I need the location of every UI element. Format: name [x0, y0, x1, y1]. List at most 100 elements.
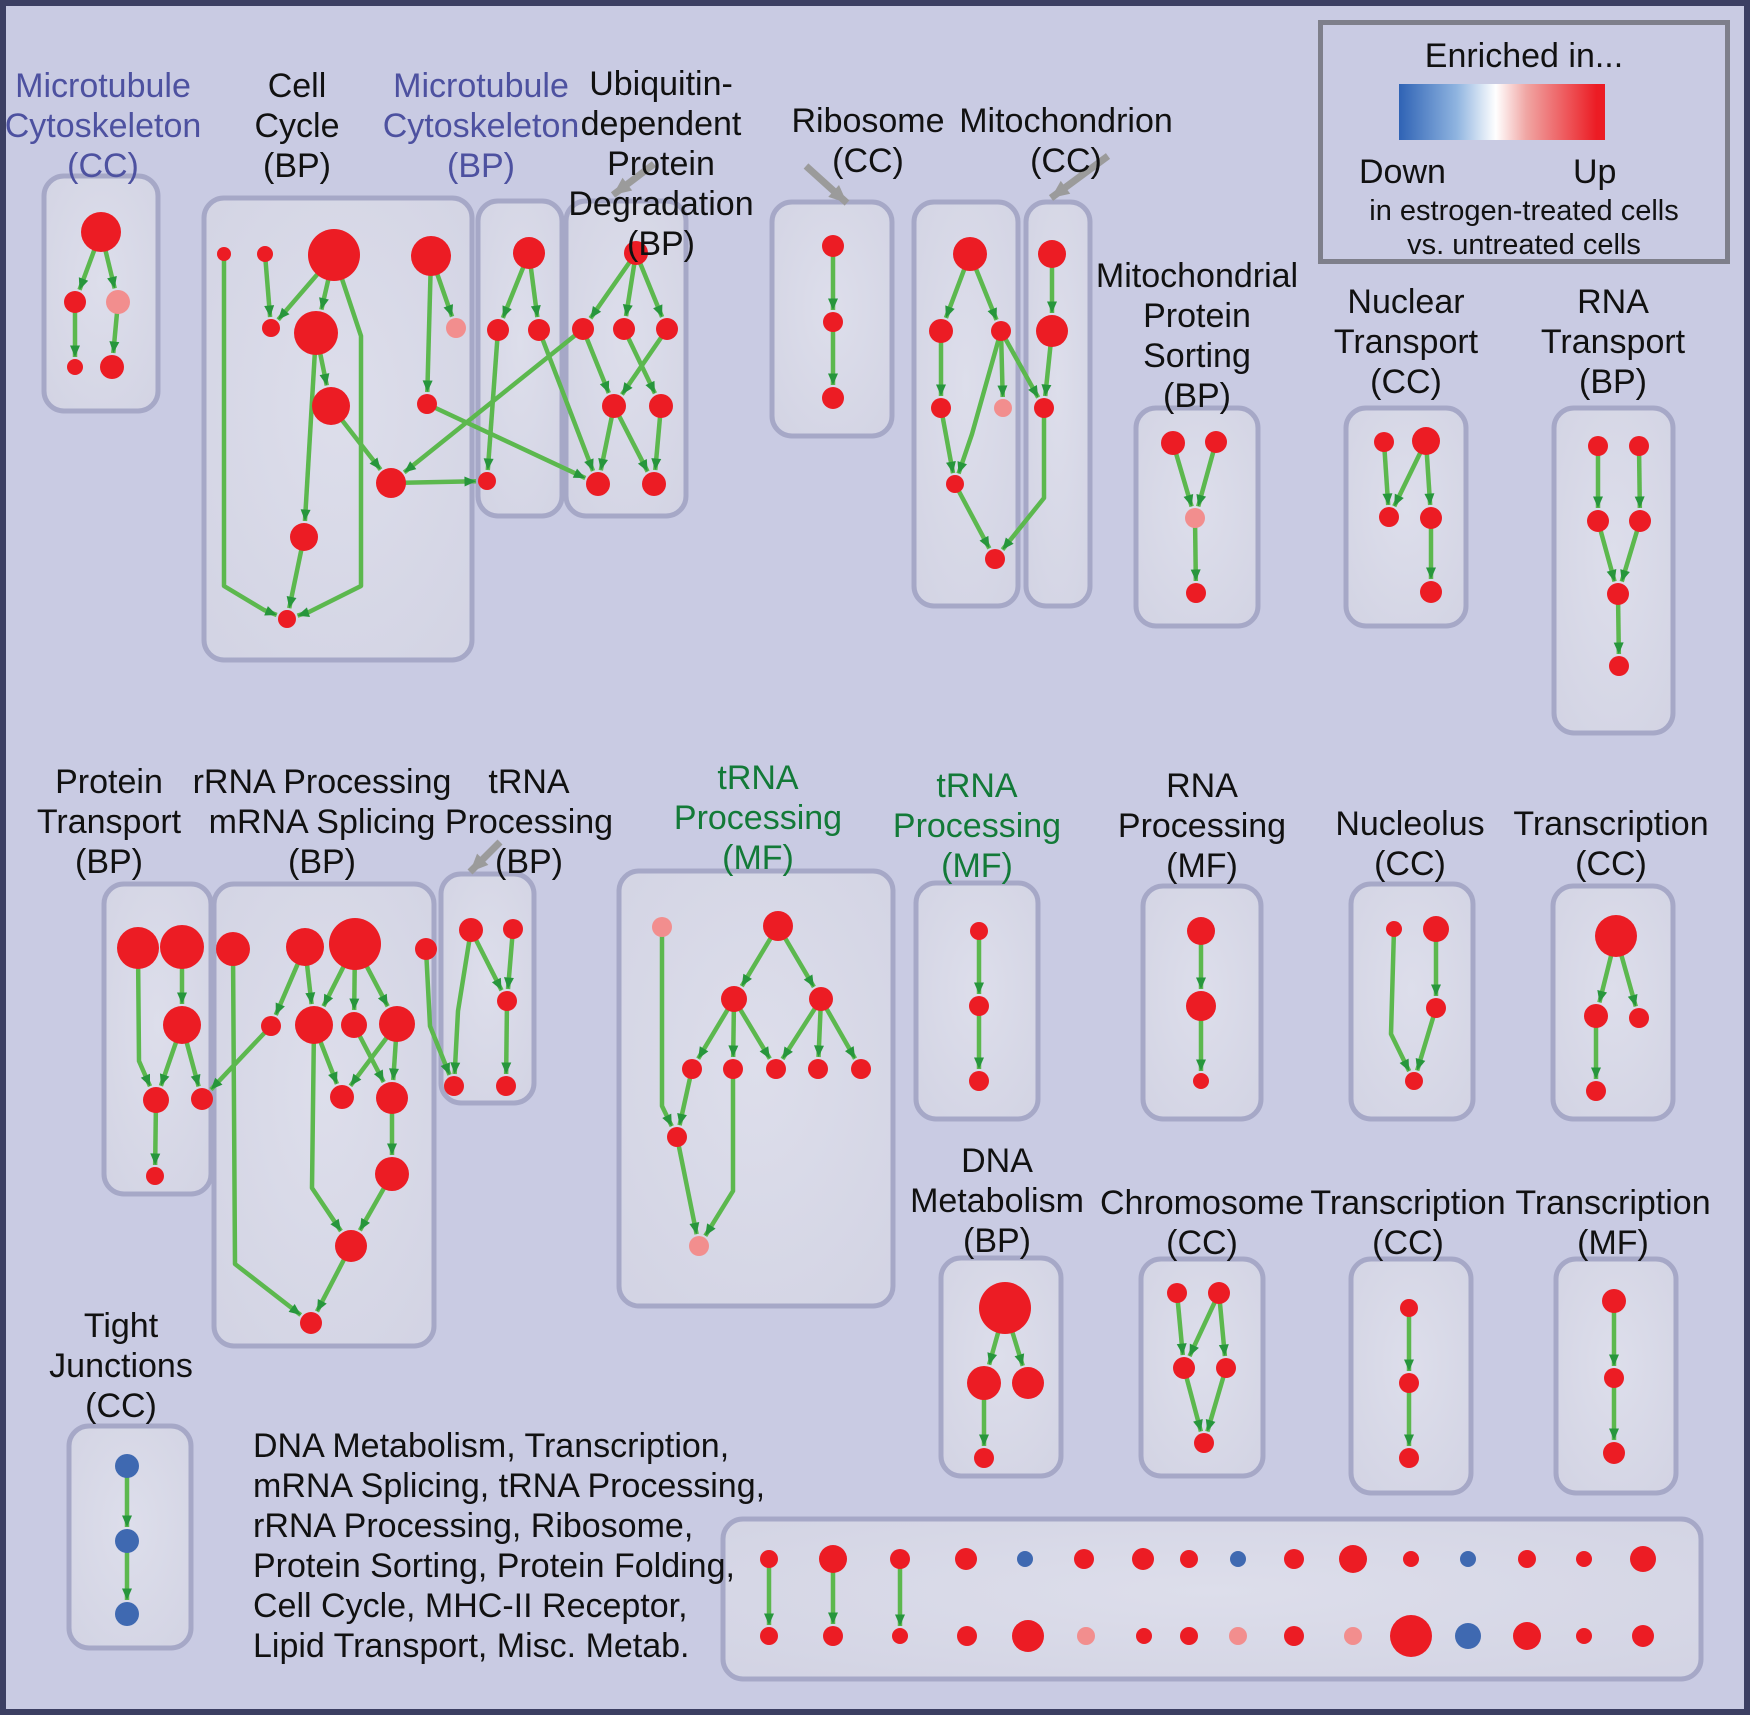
edge-arrow-cell-cycle: [422, 255, 434, 393]
node-red: [487, 319, 509, 341]
node-red: [1602, 1289, 1626, 1313]
node-red: [1629, 510, 1651, 532]
node-red: [1012, 1367, 1044, 1399]
edge-arrow-cross: [423, 948, 452, 1076]
node-red: [379, 1006, 415, 1042]
node-red: [300, 1312, 322, 1334]
node-red: [415, 938, 437, 960]
node-red: [586, 472, 610, 496]
node-red: [1403, 1551, 1419, 1567]
node-red: [656, 318, 678, 340]
node-red: [1513, 1622, 1541, 1650]
node-red: [823, 1626, 843, 1646]
edge-arrow-cross: [426, 401, 587, 481]
edge-arrow-cell-cycle: [296, 254, 364, 618]
node-red: [1161, 431, 1185, 455]
note-line: Cell Cycle, MHC-II Receptor,: [253, 1587, 688, 1625]
node-red: [1186, 991, 1216, 1021]
edge-arrow-cross: [999, 329, 1041, 399]
edge-arrow-ubiquitin-bp-a: [580, 328, 611, 394]
node-red: [1518, 1550, 1536, 1568]
node-red: [478, 472, 496, 490]
node-red: [613, 318, 635, 340]
edge-arrow-rrna-mrna: [309, 1024, 343, 1233]
node-red: [1216, 1358, 1236, 1378]
node-red: [417, 394, 437, 414]
node-red: [286, 928, 324, 966]
node-pink: [652, 917, 672, 937]
legend-title: Enriched in...: [1424, 37, 1624, 75]
edge-arrow-nucleolus: [1388, 928, 1412, 1073]
edge-arrow-trna-mf-big: [674, 1136, 700, 1235]
note-line: Lipid Transport, Misc. Metab.: [253, 1627, 690, 1665]
edge-arrow-cross: [1000, 408, 1047, 552]
edge-arrow-nuclear-transport: [1381, 441, 1393, 506]
edge-arrow-mito-sorting: [1190, 517, 1201, 582]
group-box-mitochondrion-cc: [1023, 199, 1093, 609]
node-red: [1576, 1628, 1592, 1644]
edge-arrow-protein-transport: [135, 947, 153, 1088]
edge-arrow-trna-bp: [503, 928, 516, 990]
node-red: [1632, 1625, 1654, 1647]
node-red: [970, 922, 988, 940]
edge-arrow-chromosome: [1187, 1292, 1222, 1358]
node-red: [497, 991, 517, 1011]
node-red: [67, 359, 83, 375]
node-red: [1136, 1628, 1152, 1644]
group-box-microtubule-cc: [41, 173, 161, 414]
node-red: [1038, 240, 1066, 268]
node-red: [1205, 431, 1227, 453]
edge-arrow-cell-cycle: [262, 253, 275, 318]
node-red: [721, 986, 747, 1012]
edge-arrow-trna-bp: [450, 929, 474, 1075]
node-red: [1399, 1373, 1419, 1393]
node-red: [1629, 436, 1649, 456]
node-red: [1603, 1442, 1625, 1464]
node-red: [1607, 583, 1629, 605]
callout-arrow: [467, 839, 503, 875]
node-red: [1186, 583, 1206, 603]
edge-arrow-ubiquitin-bp-a: [611, 404, 650, 473]
node-red: [1036, 315, 1068, 347]
node-red: [1339, 1545, 1367, 1573]
edge-arrow-ubiquitin-bp-a: [620, 327, 669, 396]
node-red: [375, 1157, 409, 1191]
node-red: [723, 1059, 743, 1079]
node-blue: [115, 1602, 139, 1626]
node-red: [257, 246, 273, 262]
node-pink: [1344, 1627, 1362, 1645]
node-red: [1390, 1615, 1432, 1657]
node-red: [1374, 432, 1394, 452]
note-line: Protein Sorting, Protein Folding,: [253, 1547, 735, 1585]
edge-arrow-chromosome: [1174, 1292, 1187, 1356]
node-red: [1208, 1282, 1230, 1304]
edge-arrow-ribosome-cc: [938, 407, 956, 474]
group-box-dna-metabolism: [938, 1255, 1064, 1479]
node-red: [411, 236, 451, 276]
edge-arrow-nucleolus: [1415, 1007, 1439, 1072]
node-pink: [689, 1236, 709, 1256]
node-red: [1194, 1433, 1214, 1453]
node-red: [341, 1012, 367, 1038]
node-red: [953, 237, 987, 271]
node-red: [763, 911, 793, 941]
node-red: [216, 932, 250, 966]
node-red: [1420, 581, 1442, 603]
node-red: [1586, 1081, 1606, 1101]
node-red: [146, 1167, 164, 1185]
node-red: [191, 1088, 213, 1110]
group-box-transcription-cc-mid: [1550, 883, 1676, 1122]
callout-arrow: [1048, 153, 1111, 201]
legend-box: Enriched in... Down Up in estrogen-treat…: [1318, 20, 1730, 264]
node-red: [955, 1548, 977, 1570]
node-red: [376, 1082, 408, 1114]
note-line: mRNA Splicing, tRNA Processing,: [253, 1467, 766, 1505]
node-red: [624, 241, 648, 265]
node-red: [1173, 1357, 1195, 1379]
callout-arrow: [610, 161, 657, 198]
node-blue: [1017, 1551, 1033, 1567]
node-red: [262, 319, 280, 337]
node-blue: [115, 1454, 139, 1478]
node-red: [513, 237, 545, 269]
node-red: [602, 394, 626, 418]
